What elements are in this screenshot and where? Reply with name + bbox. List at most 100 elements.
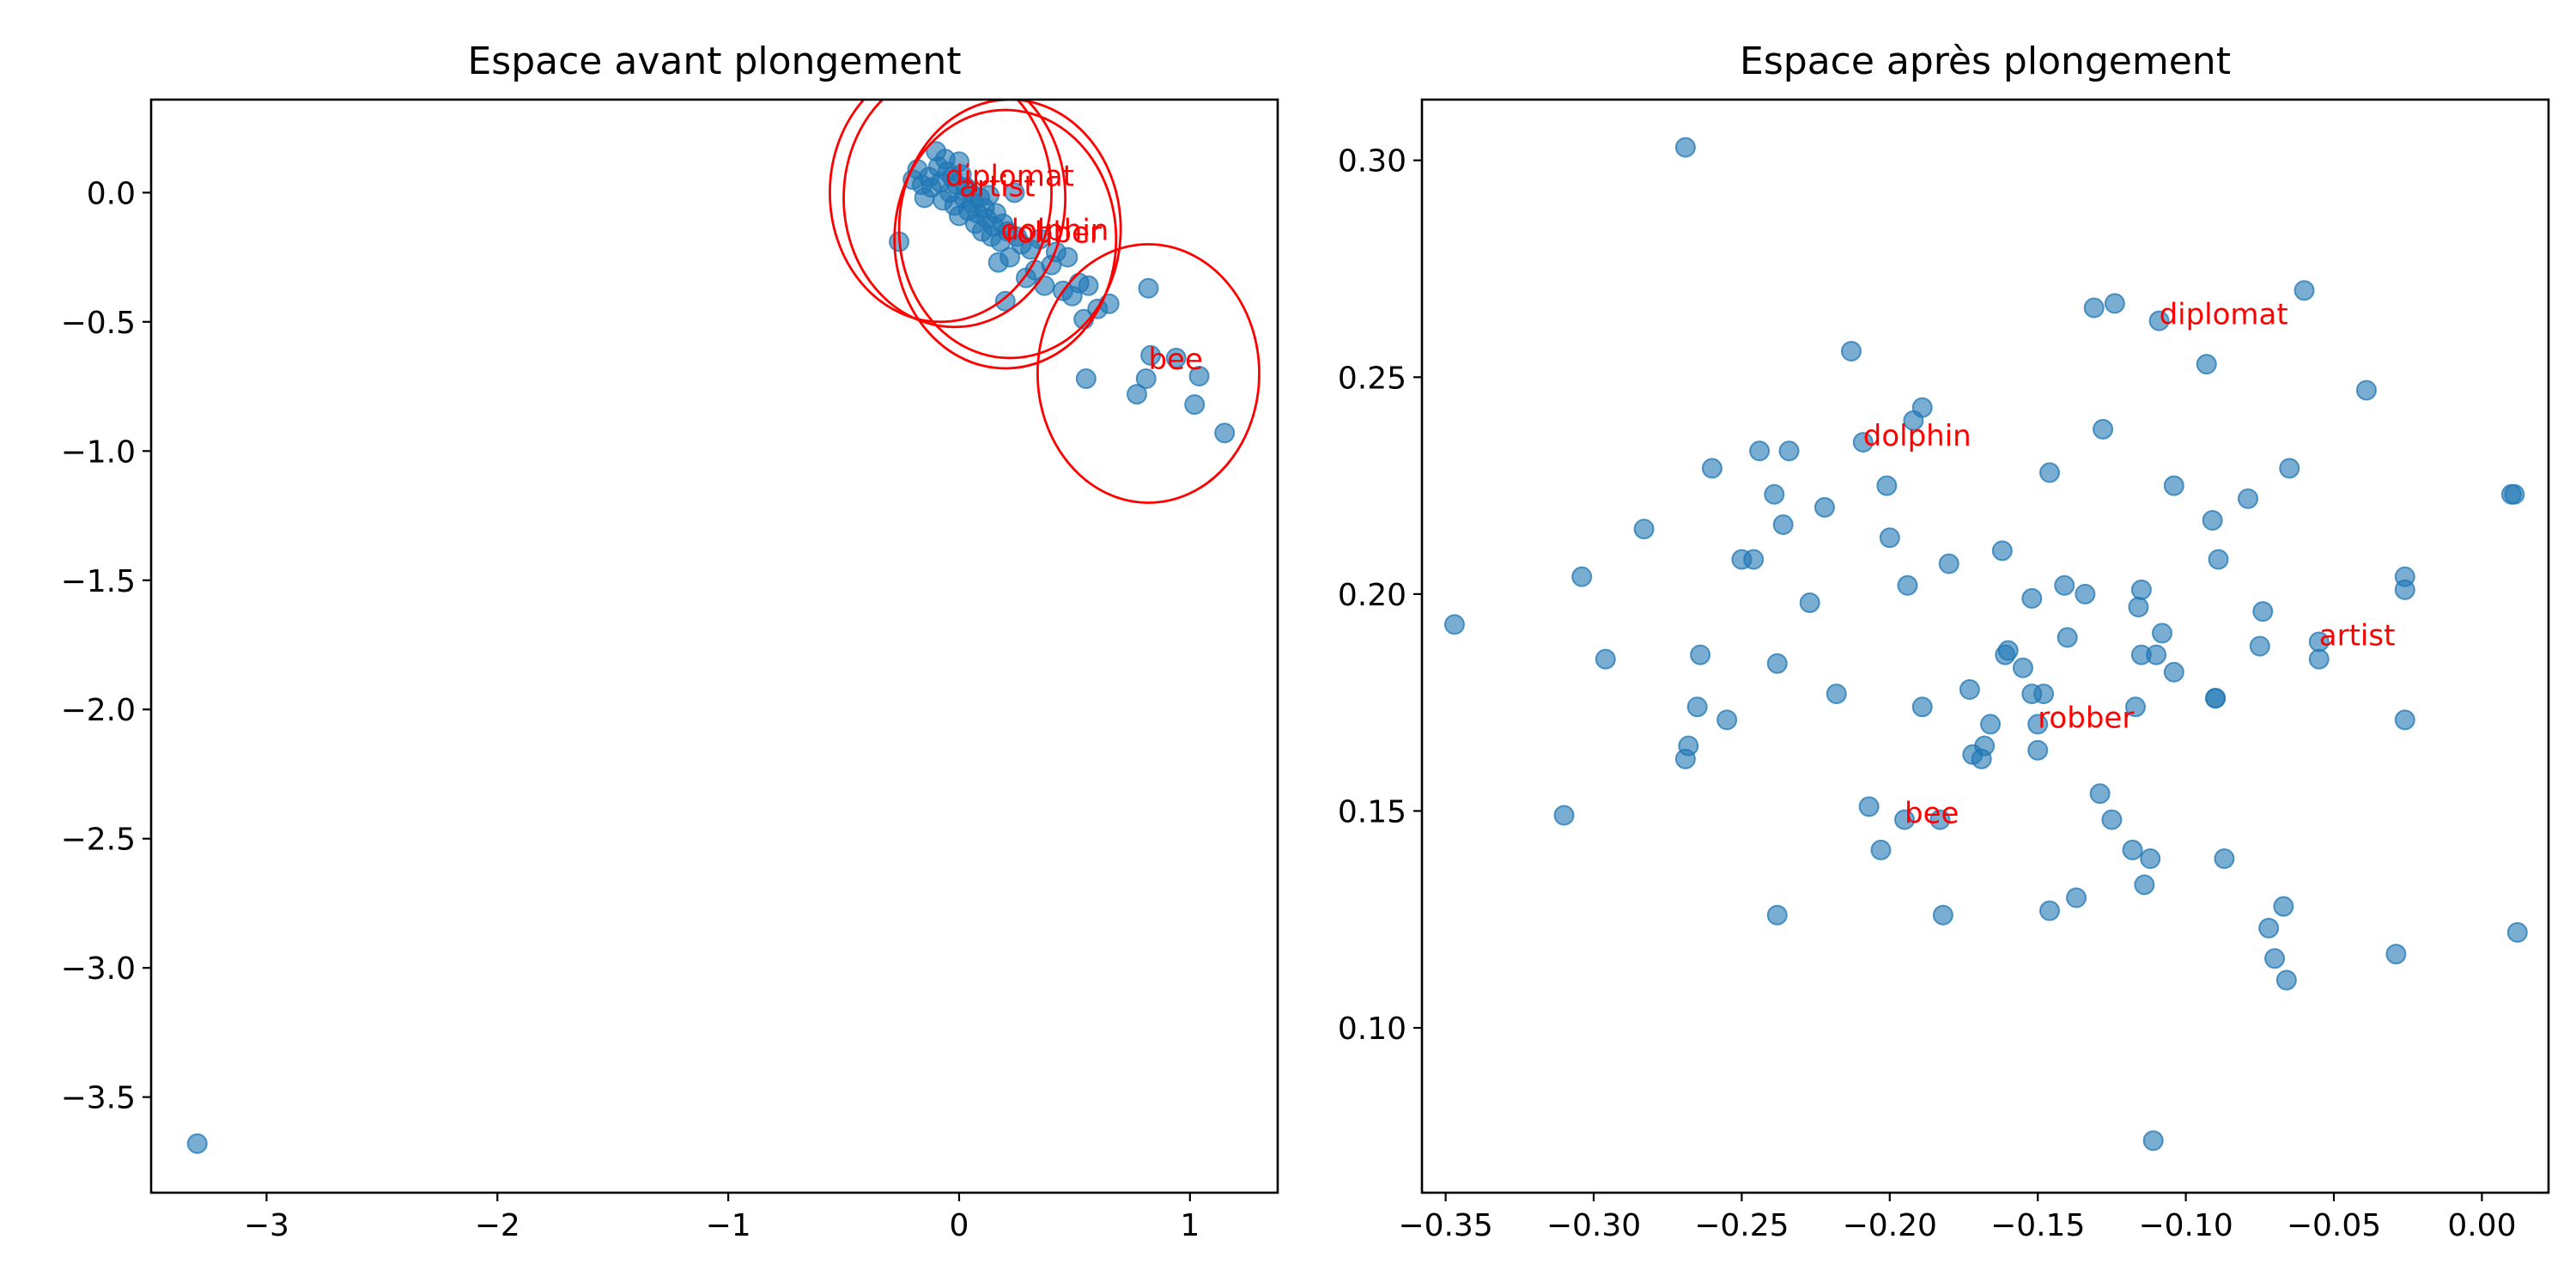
scatter-point bbox=[2279, 458, 2300, 479]
scatter-point bbox=[2202, 510, 2223, 532]
point-annotation: bee bbox=[1905, 797, 1959, 831]
y-axis: 0.0 −0.5 −1.0 −1.5 −2.0 −2.5 −3.0 −3.5 bbox=[61, 176, 151, 1116]
scatter-point bbox=[2027, 714, 2049, 735]
scatter-point bbox=[1766, 904, 1788, 926]
scatter-point bbox=[2027, 739, 2049, 761]
point-annotation: diplomat bbox=[945, 159, 1074, 193]
y-tick-label: −2.0 bbox=[61, 693, 136, 728]
scatter-point bbox=[2093, 418, 2114, 440]
x-tick-label: 0 bbox=[950, 1208, 969, 1243]
scatter-point bbox=[2134, 874, 2155, 896]
scatter-point bbox=[1897, 574, 1918, 596]
scatter-point bbox=[2089, 783, 2111, 805]
scatter-point bbox=[1778, 440, 1800, 462]
x-tick-label: −3 bbox=[244, 1208, 289, 1243]
scatter-point bbox=[2205, 688, 2227, 709]
scatter-point bbox=[1135, 368, 1157, 390]
scatter-point bbox=[1870, 839, 1892, 860]
scatter-point bbox=[2152, 623, 2173, 644]
scatter-point bbox=[1840, 340, 1862, 361]
scatter-point bbox=[2146, 644, 2167, 665]
scatter-point bbox=[2273, 896, 2294, 917]
point-annotation: dolphin bbox=[1863, 419, 1971, 453]
scatter-point bbox=[2021, 587, 2043, 609]
scatter-point bbox=[1553, 805, 1575, 826]
scatter-point bbox=[2140, 848, 2161, 870]
scatter-point bbox=[2385, 944, 2407, 965]
y-tick-label: 0.10 bbox=[1338, 1012, 1406, 1047]
x-tick-label: −2 bbox=[475, 1208, 520, 1243]
scatter-point bbox=[1826, 683, 1847, 705]
x-tick-label: −0.35 bbox=[1398, 1208, 1492, 1243]
scatter-point bbox=[2075, 583, 2096, 605]
y-tick-label: −0.5 bbox=[61, 306, 136, 341]
y-tick-label: −1.0 bbox=[61, 434, 136, 470]
scatter-point bbox=[2196, 354, 2217, 375]
scatter-point bbox=[1876, 475, 1898, 496]
scatter-point bbox=[2506, 921, 2528, 943]
scatter-point bbox=[1633, 519, 1655, 540]
scatter-point bbox=[1004, 182, 1025, 204]
scatter-point bbox=[1057, 246, 1078, 268]
x-tick-label: −1 bbox=[706, 1208, 751, 1243]
scatter-point bbox=[186, 1133, 208, 1154]
scatter-point bbox=[1879, 527, 1900, 549]
y-tick-label: 0.0 bbox=[87, 176, 136, 211]
scatter-point bbox=[1991, 540, 2013, 562]
y-tick-label: −2.5 bbox=[61, 823, 136, 858]
chart-title: Espace après plongement bbox=[1740, 39, 2231, 83]
scatter-point bbox=[1858, 796, 1880, 817]
scatter-point bbox=[2130, 579, 2152, 600]
scatter-point bbox=[1814, 496, 1835, 518]
x-tick-label: −0.05 bbox=[2287, 1208, 2381, 1243]
scatter-point bbox=[1911, 696, 1933, 718]
scatter-point bbox=[1678, 735, 1699, 756]
y-tick-label: 0.30 bbox=[1338, 144, 1406, 179]
neighborhood-circle bbox=[897, 100, 1122, 360]
scatter-point bbox=[2142, 1130, 2164, 1151]
x-tick-label: −0.30 bbox=[1546, 1208, 1641, 1243]
x-tick-label: −0.15 bbox=[1990, 1208, 2085, 1243]
point-annotation: artist bbox=[959, 169, 1036, 204]
x-tick-label: −0.20 bbox=[1843, 1208, 1937, 1243]
neighborhood-circle bbox=[842, 100, 1067, 329]
scatter-point bbox=[1980, 714, 2002, 735]
scatter-point bbox=[1034, 275, 1055, 296]
scatter-point bbox=[999, 246, 1021, 268]
axes-frame bbox=[1420, 98, 2550, 1194]
point-annotation: artist bbox=[2319, 618, 2396, 653]
x-axis: −0.35 −0.30 −0.25 −0.20 −0.15 −0.10 −0.05 0.00 bbox=[1398, 1193, 2516, 1243]
axes-frame bbox=[149, 98, 1279, 1194]
x-tick-label: 1 bbox=[1180, 1208, 1200, 1243]
point-annotation: diplomat bbox=[2160, 298, 2288, 332]
y-tick-label: −3.0 bbox=[61, 951, 136, 987]
scatter-point bbox=[1165, 347, 1187, 368]
scatter-point bbox=[1140, 344, 1162, 366]
scatter-point bbox=[2394, 709, 2415, 731]
scatter-point bbox=[1138, 277, 1159, 299]
x-tick-label: −0.10 bbox=[2138, 1208, 2233, 1243]
y-tick-label: 0.15 bbox=[1338, 794, 1406, 829]
scatter-point bbox=[2128, 597, 2149, 618]
scatter-point bbox=[1932, 904, 1953, 926]
scatter-point bbox=[2394, 579, 2415, 600]
scatter-point bbox=[2308, 648, 2330, 670]
scatter-point bbox=[978, 185, 999, 206]
scatter-point bbox=[2122, 839, 2143, 860]
scatter-point bbox=[1894, 809, 1916, 830]
scatter-point bbox=[2249, 635, 2270, 657]
y-tick-label: −1.5 bbox=[61, 564, 136, 599]
neighborhood-circle bbox=[1036, 243, 1261, 504]
scatter-point bbox=[2057, 627, 2078, 648]
scatter-point bbox=[1701, 458, 1722, 479]
scatter-point bbox=[1075, 368, 1097, 390]
scatter-point bbox=[1764, 483, 1785, 505]
y-tick-label: 0.25 bbox=[1338, 361, 1406, 396]
x-tick-label: 0.00 bbox=[2447, 1208, 2516, 1243]
neighborhood-circle bbox=[893, 108, 1118, 370]
y-tick-label: 0.20 bbox=[1338, 578, 1406, 613]
scatter-point bbox=[2252, 601, 2274, 623]
x-tick-label: −0.25 bbox=[1694, 1208, 1789, 1243]
chart-title: Espace avant plongement bbox=[468, 39, 962, 83]
